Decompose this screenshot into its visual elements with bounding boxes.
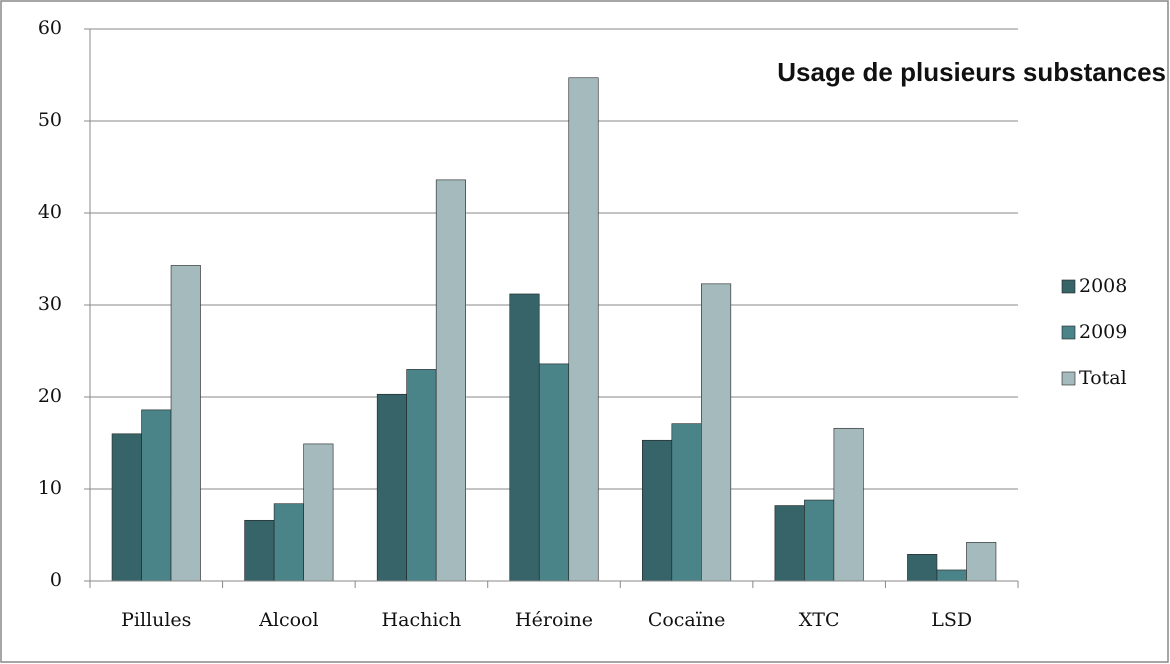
x-tick-label: Alcool [258, 609, 318, 631]
x-tick-label: Héroine [515, 609, 593, 631]
legend-label: Total [1079, 367, 1127, 389]
bar [774, 505, 805, 582]
y-tick-label: 50 [38, 109, 62, 131]
bar [111, 433, 142, 582]
x-tick-label: LSD [931, 609, 972, 631]
bar [966, 542, 997, 582]
legend-swatch [1061, 279, 1076, 294]
bar [907, 554, 938, 582]
bar [509, 293, 540, 582]
bar [642, 439, 673, 582]
bar [538, 363, 570, 582]
legend-swatch [1061, 371, 1076, 386]
x-tick-label: Cocaïne [648, 609, 726, 631]
y-tick-label: 20 [38, 385, 62, 407]
bar [244, 519, 275, 582]
y-tick-label: 10 [38, 477, 62, 499]
bar [406, 369, 437, 582]
y-tick-label: 60 [38, 17, 62, 39]
bar [833, 427, 864, 582]
legend-label: 2009 [1079, 321, 1127, 343]
bar [568, 77, 599, 582]
y-tick-label: 30 [38, 293, 62, 315]
bar [804, 499, 835, 582]
bar [273, 503, 304, 582]
bar [376, 393, 407, 582]
bar [671, 423, 702, 582]
bar [435, 179, 466, 582]
chart-title: Usage de plusieurs substances [777, 57, 1166, 87]
bar [303, 443, 334, 582]
bar [170, 265, 201, 582]
x-tick-label: Pillules [121, 609, 191, 631]
legend-label: 2008 [1079, 275, 1127, 297]
bar [141, 409, 172, 582]
x-tick-label: XTC [799, 609, 840, 631]
y-tick-label: 40 [38, 201, 62, 223]
bar [936, 569, 967, 582]
y-tick-label: 0 [50, 569, 62, 591]
x-tick-label: Hachich [382, 609, 462, 631]
bar [701, 283, 732, 582]
legend-swatch [1061, 325, 1076, 340]
